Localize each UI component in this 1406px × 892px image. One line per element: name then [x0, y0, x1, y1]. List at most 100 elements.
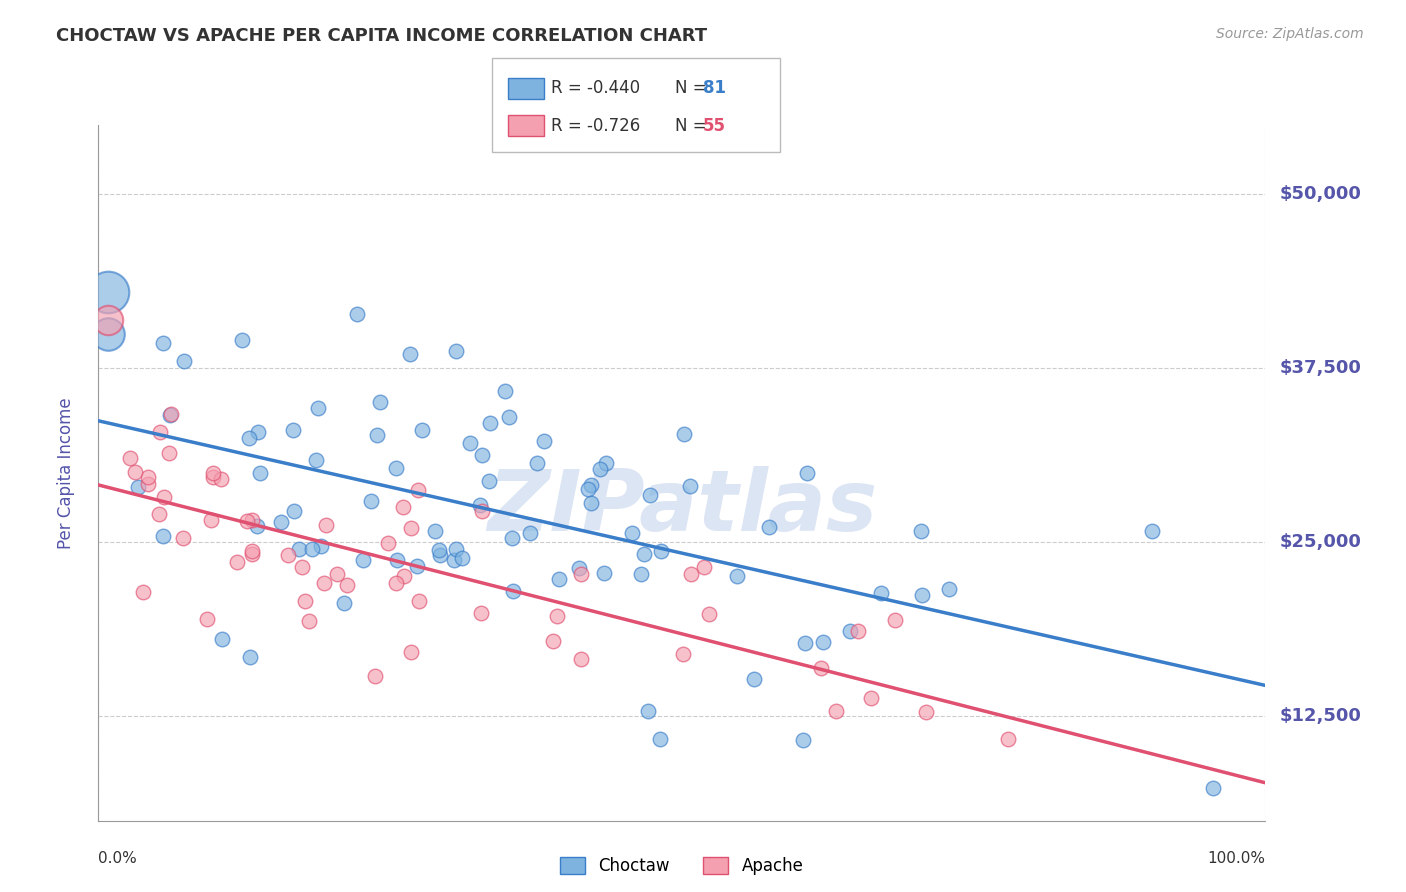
Point	[152, 529, 174, 543]
Point	[249, 466, 271, 480]
Point	[568, 560, 591, 574]
Point	[758, 519, 780, 533]
Point	[595, 456, 617, 470]
Point	[200, 513, 222, 527]
Point	[305, 452, 328, 467]
Point	[910, 524, 932, 539]
Point	[97, 285, 120, 299]
Text: 100.0%: 100.0%	[1208, 851, 1265, 866]
Point	[132, 584, 155, 599]
Point	[548, 572, 571, 586]
Point	[326, 567, 349, 582]
Point	[1140, 524, 1163, 539]
Point	[364, 668, 387, 682]
Point	[884, 613, 907, 627]
Legend: Choctaw, Apache: Choctaw, Apache	[554, 850, 810, 882]
Point	[1202, 781, 1225, 796]
Point	[277, 548, 299, 562]
Point	[502, 583, 524, 598]
Text: R = -0.726: R = -0.726	[551, 117, 640, 135]
Point	[526, 456, 548, 470]
Point	[195, 612, 218, 626]
Point	[236, 515, 259, 529]
Point	[173, 353, 195, 368]
Point	[288, 542, 311, 557]
Point	[346, 307, 368, 321]
Point	[399, 521, 422, 535]
Point	[589, 462, 612, 476]
Point	[592, 566, 614, 580]
Point	[152, 336, 174, 351]
Point	[569, 567, 592, 582]
Point	[242, 547, 264, 561]
Point	[792, 733, 814, 747]
Point	[498, 409, 520, 424]
Text: $50,000: $50,000	[1279, 186, 1361, 203]
Point	[839, 624, 862, 639]
Text: 81: 81	[703, 79, 725, 97]
Text: $12,500: $12,500	[1279, 707, 1361, 725]
Point	[519, 525, 541, 540]
Point	[471, 449, 494, 463]
Point	[270, 516, 292, 530]
Point	[633, 547, 655, 561]
Point	[209, 472, 232, 486]
Text: $25,000: $25,000	[1279, 533, 1361, 551]
Point	[231, 333, 253, 347]
Point	[307, 401, 329, 416]
Point	[124, 465, 146, 479]
Point	[149, 425, 172, 440]
Point	[225, 555, 247, 569]
Point	[298, 614, 321, 628]
Point	[443, 553, 465, 567]
Text: Source: ZipAtlas.com: Source: ZipAtlas.com	[1216, 27, 1364, 41]
Point	[315, 517, 337, 532]
Point	[938, 582, 960, 596]
Point	[576, 482, 599, 496]
Point	[281, 423, 304, 437]
Point	[411, 423, 433, 437]
Y-axis label: Per Capita Income: Per Capita Income	[56, 397, 75, 549]
Point	[152, 490, 174, 504]
Point	[915, 705, 938, 719]
Point	[240, 544, 263, 558]
Point	[408, 593, 430, 607]
Text: 0.0%: 0.0%	[98, 851, 138, 866]
Point	[446, 343, 468, 358]
Point	[370, 394, 392, 409]
Point	[291, 560, 314, 574]
Point	[429, 549, 451, 563]
Point	[377, 536, 399, 550]
Point	[408, 483, 430, 497]
Point	[501, 531, 523, 545]
Text: $37,500: $37,500	[1279, 359, 1361, 377]
Point	[870, 585, 893, 599]
Point	[352, 553, 374, 567]
Text: N =: N =	[675, 79, 711, 97]
Point	[451, 551, 474, 566]
Point	[796, 466, 818, 480]
Point	[648, 732, 671, 747]
Point	[366, 428, 388, 442]
Text: ZIPatlas: ZIPatlas	[486, 466, 877, 549]
Point	[458, 436, 481, 450]
Point	[406, 558, 429, 573]
Text: N =: N =	[675, 117, 711, 135]
Point	[159, 408, 181, 422]
Point	[444, 541, 467, 556]
Point	[97, 326, 120, 341]
Point	[541, 634, 564, 648]
Point	[494, 384, 516, 399]
Point	[309, 539, 332, 553]
Point	[238, 431, 260, 445]
Point	[392, 500, 415, 515]
Point	[312, 575, 335, 590]
Point	[650, 544, 672, 558]
Point	[997, 732, 1019, 747]
Point	[679, 567, 702, 582]
Point	[672, 648, 695, 662]
Point	[97, 312, 120, 326]
Point	[478, 416, 501, 430]
Point	[148, 507, 170, 521]
Point	[336, 578, 359, 592]
